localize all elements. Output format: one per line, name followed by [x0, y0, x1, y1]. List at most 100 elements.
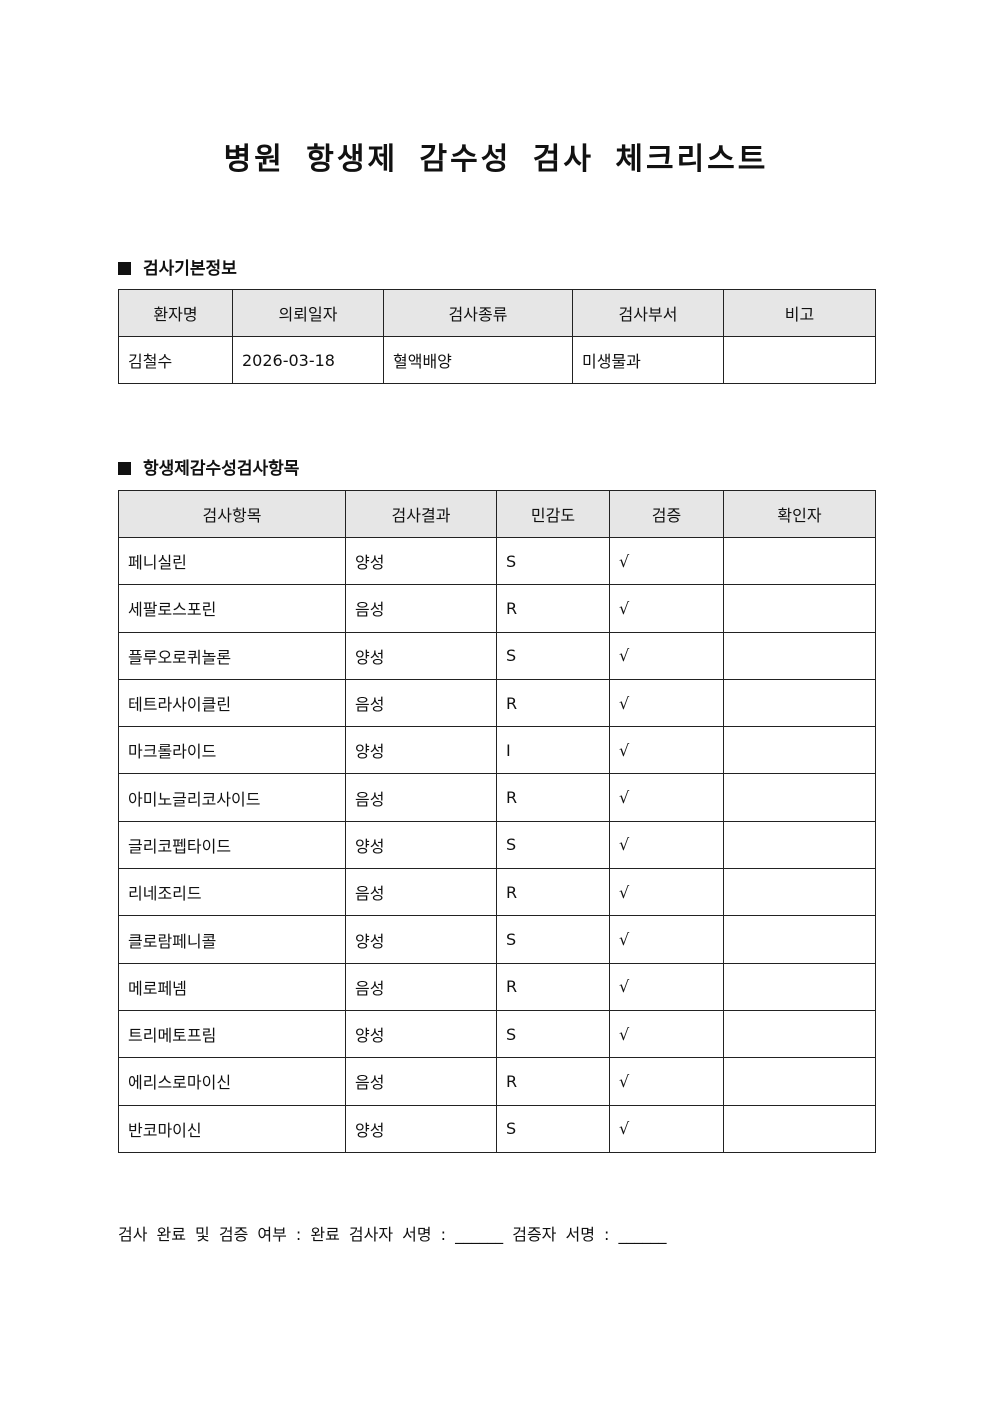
table-row: 세팔로스포린 음성 R √ — [118, 584, 876, 633]
verification-check: √ — [609, 1009, 724, 1059]
verification-check: √ — [609, 631, 724, 680]
column-header: 비고 — [723, 289, 876, 337]
verification-check: √ — [609, 726, 724, 775]
verification-check: √ — [609, 962, 724, 1011]
antibiotic-name: 클로람페니콜 — [118, 915, 346, 964]
confirmer — [723, 1057, 876, 1106]
table-row: 마크롤라이드 양성 I √ — [118, 726, 876, 775]
sensitivity: R — [496, 868, 610, 917]
confirmer — [723, 820, 876, 870]
section-title: 항생제감수성검사항목 — [143, 459, 300, 479]
confirmer — [723, 678, 876, 728]
confirmer — [723, 962, 876, 1011]
column-header: 검사종류 — [383, 289, 573, 337]
table-row: 테트라사이클린 음성 R √ — [118, 678, 876, 728]
table-row: 아미노글리코사이드 음성 R √ — [118, 773, 876, 822]
verification-check: √ — [609, 773, 724, 822]
antibiotic-name: 테트라사이클린 — [118, 678, 346, 728]
test-result: 양성 — [345, 1009, 497, 1059]
table-row: 글리코펩타이드 양성 S √ — [118, 820, 876, 870]
column-header: 환자명 — [118, 289, 233, 337]
test-result: 양성 — [345, 726, 497, 775]
table-cell: 2026-03-18 — [232, 335, 384, 385]
table-cell: 미생물과 — [572, 335, 724, 385]
antibiotic-name: 에리스로마이신 — [118, 1057, 346, 1106]
verification-check: √ — [609, 868, 724, 917]
test-result: 음성 — [345, 678, 497, 728]
confirmer — [723, 726, 876, 775]
column-header: 의뢰일자 — [232, 289, 384, 337]
antibiotic-name: 플루오로퀴놀론 — [118, 631, 346, 680]
antibiotic-name: 메로페넴 — [118, 962, 346, 1011]
table-row: 에리스로마이신 음성 R √ — [118, 1057, 876, 1106]
antibiotic-name: 반코마이신 — [118, 1104, 346, 1153]
sensitivity: S — [496, 915, 610, 964]
test-result: 양성 — [345, 1104, 497, 1153]
column-header: 확인자 — [723, 490, 876, 538]
confirmer — [723, 536, 876, 586]
test-result: 음성 — [345, 868, 497, 917]
page-title: 병원 항생제 감수성 검사 체크리스트 — [223, 142, 769, 177]
table-row: 리네조리드 음성 R √ — [118, 868, 876, 917]
verification-check: √ — [609, 678, 724, 728]
sensitivity: R — [496, 773, 610, 822]
confirmer — [723, 631, 876, 680]
test-result: 음성 — [345, 962, 497, 1011]
column-header: 민감도 — [496, 490, 610, 538]
test-result: 음성 — [345, 1057, 497, 1106]
table-row: 페니실린 양성 S √ — [118, 536, 876, 586]
sensitivity: S — [496, 1104, 610, 1153]
verification-check: √ — [609, 1104, 724, 1153]
sensitivity: S — [496, 631, 610, 680]
test-result: 양성 — [345, 915, 497, 964]
test-result: 음성 — [345, 773, 497, 822]
sensitivity: R — [496, 678, 610, 728]
sensitivity: S — [496, 820, 610, 870]
verification-check: √ — [609, 584, 724, 633]
confirmer — [723, 1009, 876, 1059]
column-header: 검사부서 — [572, 289, 724, 337]
table-cell: 김철수 — [118, 335, 233, 385]
table-row: 김철수 2026-03-18 혈액배양 미생물과 — [118, 335, 876, 385]
antibiotic-name: 아미노글리코사이드 — [118, 773, 346, 822]
confirmer — [723, 773, 876, 822]
sensitivity: R — [496, 1057, 610, 1106]
basic-info-table: 환자명 의뢰일자 검사종류 검사부서 비고 김철수 2026-03-18 혈액배양 미생물과 — [118, 289, 876, 385]
confirmer — [723, 868, 876, 917]
table-row: 메로페넴 음성 R √ — [118, 962, 876, 1011]
sensitivity: R — [496, 962, 610, 1011]
section-title: 검사기본정보 — [143, 259, 237, 279]
table-row: 플루오로퀴놀론 양성 S √ — [118, 631, 876, 680]
section-heading-basic-info: 검사기본정보 — [118, 254, 237, 279]
sensitivity: I — [496, 726, 610, 775]
table-row: 반코마이신 양성 S √ — [118, 1104, 876, 1153]
table-header-row: 환자명 의뢰일자 검사종류 검사부서 비고 — [118, 289, 876, 337]
table-cell: 혈액배양 — [383, 335, 573, 385]
susceptibility-table: 검사항목 검사결과 민감도 검증 확인자 페니실린 양성 S √ 세팔로스포린 음성 R √ 플루오로퀴… — [118, 490, 876, 1153]
sensitivity: S — [496, 1009, 610, 1059]
table-row: 트리메토프림 양성 S √ — [118, 1009, 876, 1059]
square-bullet-icon — [118, 262, 131, 275]
antibiotic-name: 트리메토프림 — [118, 1009, 346, 1059]
section-heading-susceptibility: 항생제감수성검사항목 — [118, 454, 299, 479]
table-cell — [723, 335, 876, 385]
square-bullet-icon — [118, 462, 131, 475]
confirmer — [723, 1104, 876, 1153]
verification-check: √ — [609, 915, 724, 964]
column-header: 검사항목 — [118, 490, 346, 538]
antibiotic-name: 세팔로스포린 — [118, 584, 346, 633]
sensitivity: R — [496, 584, 610, 633]
antibiotic-name: 마크롤라이드 — [118, 726, 346, 775]
test-result: 양성 — [345, 631, 497, 680]
table-row: 클로람페니콜 양성 S √ — [118, 915, 876, 964]
test-result: 양성 — [345, 536, 497, 586]
test-result: 양성 — [345, 820, 497, 870]
verification-check: √ — [609, 536, 724, 586]
sensitivity: S — [496, 536, 610, 586]
verification-check: √ — [609, 820, 724, 870]
verification-check: √ — [609, 1057, 724, 1106]
confirmer — [723, 584, 876, 633]
confirmer — [723, 915, 876, 964]
antibiotic-name: 리네조리드 — [118, 868, 346, 917]
antibiotic-name: 글리코펩타이드 — [118, 820, 346, 870]
